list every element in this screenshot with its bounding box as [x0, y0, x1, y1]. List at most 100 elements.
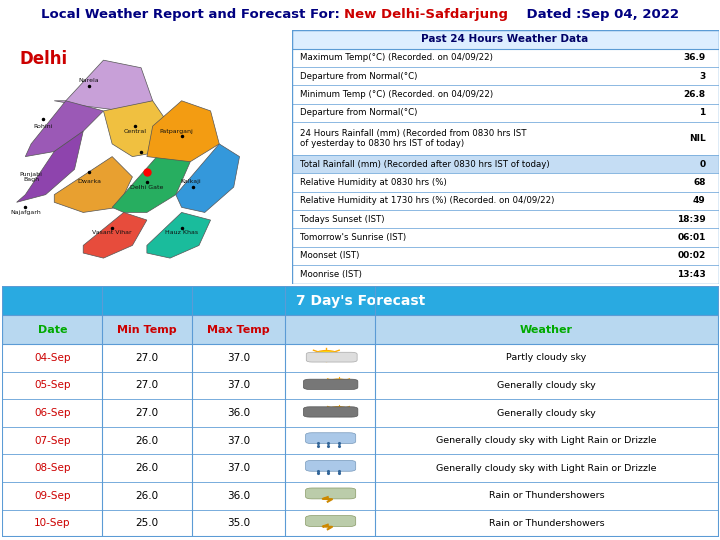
- Text: 37.0: 37.0: [227, 463, 250, 473]
- Text: 37.0: 37.0: [227, 353, 250, 363]
- FancyBboxPatch shape: [305, 488, 356, 499]
- FancyBboxPatch shape: [2, 510, 719, 537]
- Text: Total Rainfall (mm) (Recorded after 0830 hrs IST of today): Total Rainfall (mm) (Recorded after 0830…: [300, 160, 550, 169]
- Polygon shape: [147, 212, 210, 258]
- Text: Max Temp: Max Temp: [207, 325, 270, 334]
- Polygon shape: [54, 157, 132, 212]
- Text: NIL: NIL: [689, 134, 706, 143]
- Text: Rain or Thundershowers: Rain or Thundershowers: [489, 519, 604, 528]
- Polygon shape: [84, 212, 147, 258]
- FancyBboxPatch shape: [292, 85, 719, 104]
- Text: 25.0: 25.0: [135, 518, 159, 529]
- FancyBboxPatch shape: [305, 516, 356, 526]
- Text: Minimum Temp (°C) (Recorded. on 04/09/22): Minimum Temp (°C) (Recorded. on 04/09/22…: [300, 90, 493, 99]
- Text: Najafgarh: Najafgarh: [10, 210, 41, 215]
- Text: 3: 3: [700, 72, 706, 81]
- Text: 36.9: 36.9: [683, 53, 706, 63]
- Text: Date: Date: [37, 325, 67, 334]
- FancyBboxPatch shape: [306, 352, 357, 362]
- Text: Departure from Normal(°C): Departure from Normal(°C): [300, 72, 418, 81]
- Text: 27.0: 27.0: [135, 408, 159, 418]
- FancyBboxPatch shape: [315, 518, 346, 524]
- Text: 07-Sep: 07-Sep: [34, 436, 71, 446]
- Text: 06-Sep: 06-Sep: [34, 408, 71, 418]
- Polygon shape: [17, 131, 84, 202]
- FancyBboxPatch shape: [2, 372, 719, 399]
- FancyBboxPatch shape: [292, 30, 719, 49]
- FancyBboxPatch shape: [2, 427, 719, 455]
- FancyBboxPatch shape: [2, 482, 719, 510]
- Text: Rain or Thundershowers: Rain or Thundershowers: [489, 491, 604, 501]
- FancyBboxPatch shape: [305, 461, 356, 471]
- Text: 37.0: 37.0: [227, 436, 250, 446]
- Text: Hauz Khas: Hauz Khas: [165, 230, 198, 235]
- FancyBboxPatch shape: [305, 433, 356, 444]
- Circle shape: [328, 407, 349, 414]
- Text: Relative Humidity at 0830 hrs (%): Relative Humidity at 0830 hrs (%): [300, 178, 447, 187]
- Polygon shape: [112, 152, 190, 212]
- Text: Narela: Narela: [78, 78, 99, 83]
- Text: Tomorrow's Sunrise (IST): Tomorrow's Sunrise (IST): [300, 233, 406, 242]
- Text: Min Temp: Min Temp: [117, 325, 177, 334]
- Text: 26.0: 26.0: [135, 463, 159, 473]
- Text: 27.0: 27.0: [135, 353, 159, 363]
- Text: Rohini: Rohini: [33, 124, 53, 129]
- Text: 1: 1: [700, 109, 706, 117]
- Text: Dwarka: Dwarka: [77, 179, 101, 185]
- Text: Generally cloudy sky with Light Rain or Drizzle: Generally cloudy sky with Light Rain or …: [436, 464, 657, 472]
- Circle shape: [314, 350, 338, 359]
- Text: Relative Humidity at 1730 hrs (%) (Recorded. on 04/09/22): Relative Humidity at 1730 hrs (%) (Recor…: [300, 197, 554, 205]
- Text: Patparganj: Patparganj: [159, 129, 193, 134]
- Text: Delhi Gate: Delhi Gate: [130, 185, 163, 190]
- FancyBboxPatch shape: [292, 228, 719, 247]
- Text: Weather: Weather: [520, 325, 573, 334]
- Text: 27.0: 27.0: [135, 380, 159, 390]
- FancyBboxPatch shape: [292, 67, 719, 85]
- Text: 06:01: 06:01: [678, 233, 706, 242]
- Text: 36.0: 36.0: [227, 491, 250, 501]
- FancyBboxPatch shape: [292, 49, 719, 67]
- Text: Kalkaji: Kalkaji: [180, 179, 201, 185]
- Text: Dated :Sep 04, 2022: Dated :Sep 04, 2022: [508, 8, 679, 22]
- Text: 18:39: 18:39: [677, 215, 706, 224]
- Text: Past 24 Hours Weather Data: Past 24 Hours Weather Data: [421, 34, 589, 44]
- Text: 7 Day's Forecast: 7 Day's Forecast: [296, 294, 425, 308]
- FancyBboxPatch shape: [292, 210, 719, 228]
- FancyBboxPatch shape: [292, 247, 719, 265]
- Text: 08-Sep: 08-Sep: [34, 463, 71, 473]
- Text: 04-Sep: 04-Sep: [34, 353, 71, 363]
- Text: Departure from Normal(°C): Departure from Normal(°C): [300, 109, 418, 117]
- Text: 35.0: 35.0: [227, 518, 250, 529]
- FancyBboxPatch shape: [292, 122, 719, 155]
- Text: 09-Sep: 09-Sep: [34, 491, 71, 501]
- Text: Delhi: Delhi: [19, 50, 68, 68]
- FancyBboxPatch shape: [2, 344, 719, 372]
- Text: 26.0: 26.0: [135, 436, 159, 446]
- Text: Generally cloudy sky: Generally cloudy sky: [498, 408, 596, 417]
- Polygon shape: [54, 60, 153, 111]
- Text: Local Weather Report and Forecast For:: Local Weather Report and Forecast For:: [41, 8, 344, 22]
- FancyBboxPatch shape: [2, 286, 719, 315]
- Text: New Delhi-Safdarjung: New Delhi-Safdarjung: [344, 8, 508, 22]
- Polygon shape: [176, 144, 240, 212]
- Text: 26.8: 26.8: [683, 90, 706, 99]
- FancyBboxPatch shape: [303, 379, 358, 389]
- FancyBboxPatch shape: [292, 192, 719, 210]
- Text: Moonset (IST): Moonset (IST): [300, 252, 359, 260]
- FancyBboxPatch shape: [2, 399, 719, 427]
- Polygon shape: [147, 101, 219, 161]
- FancyBboxPatch shape: [315, 490, 346, 496]
- Text: 24 Hours Rainfall (mm) (Recorded from 0830 hrs IST
of yesterday to 0830 hrs IST : 24 Hours Rainfall (mm) (Recorded from 08…: [300, 129, 526, 149]
- Text: Central: Central: [124, 129, 147, 134]
- Text: 0: 0: [700, 160, 706, 169]
- Text: 10-Sep: 10-Sep: [34, 518, 71, 529]
- Text: 37.0: 37.0: [227, 380, 250, 390]
- FancyBboxPatch shape: [2, 315, 719, 344]
- Text: 05-Sep: 05-Sep: [34, 380, 71, 390]
- Text: 49: 49: [693, 197, 706, 205]
- Text: Todays Sunset (IST): Todays Sunset (IST): [300, 215, 384, 224]
- Text: 68: 68: [693, 178, 706, 187]
- Text: 00:02: 00:02: [678, 252, 706, 260]
- Text: Maximum Temp(°C) (Recorded. on 04/09/22): Maximum Temp(°C) (Recorded. on 04/09/22): [300, 53, 493, 63]
- FancyBboxPatch shape: [292, 104, 719, 122]
